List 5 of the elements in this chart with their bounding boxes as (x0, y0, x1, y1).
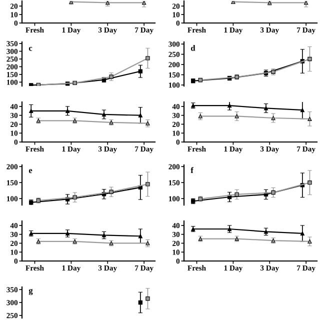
annotation: d (190, 45, 196, 51)
annotation: f (190, 167, 194, 173)
annotation: e (28, 169, 32, 174)
annotation: c (28, 46, 32, 51)
annotation: g (28, 288, 33, 296)
